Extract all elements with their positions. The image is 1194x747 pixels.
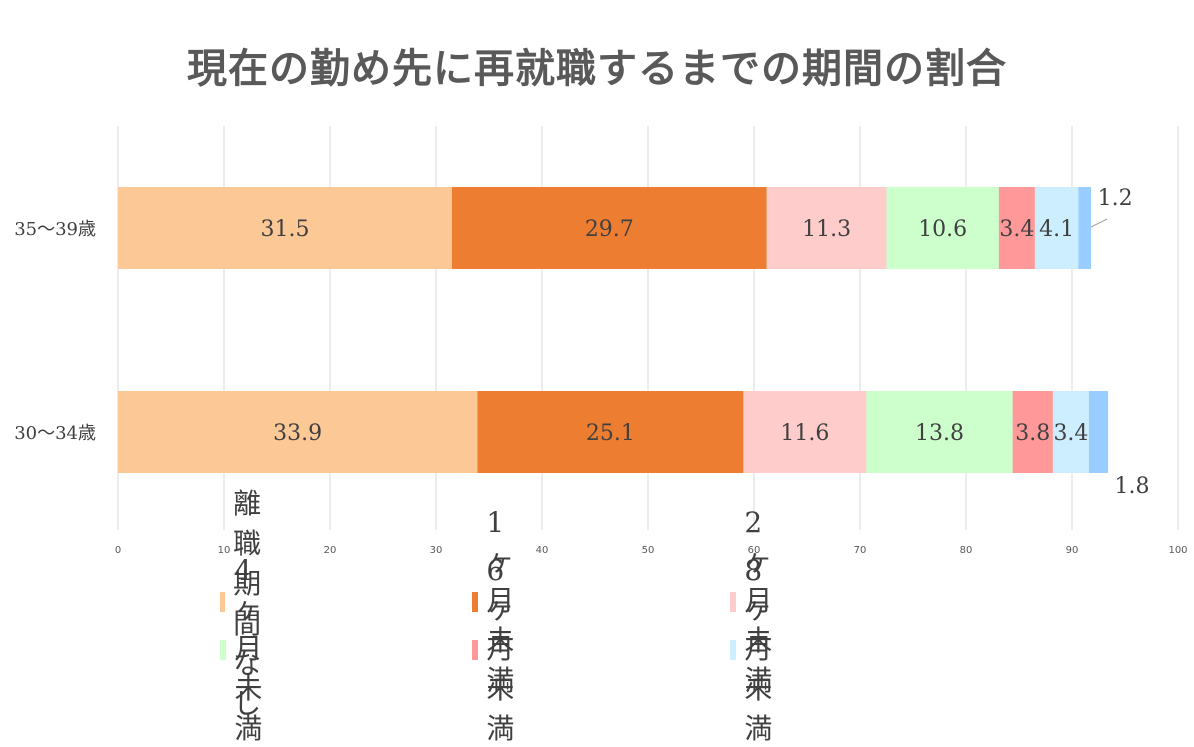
legend-item: 8ヶ月未満 bbox=[730, 554, 786, 745]
data-label: 3.4 bbox=[999, 217, 1034, 242]
bar-segment bbox=[1012, 391, 1053, 473]
legend-item: 4ヶ月未満 bbox=[220, 554, 276, 745]
data-label: 3.4 bbox=[1053, 421, 1088, 446]
data-label: 10.6 bbox=[918, 217, 967, 242]
x-tick-label: 70 bbox=[854, 545, 867, 556]
x-tick-label: 60 bbox=[748, 545, 761, 556]
legend-label: 8ヶ月未満 bbox=[744, 553, 773, 745]
category-label: 30〜34歳 bbox=[14, 423, 96, 444]
x-tick-label: 100 bbox=[1168, 545, 1187, 556]
legend-swatch bbox=[472, 592, 479, 612]
legend-item: 6ヶ月未満 bbox=[472, 554, 528, 745]
legend-label: 4ヶ月未満 bbox=[234, 553, 263, 745]
x-tick-label: 50 bbox=[642, 545, 655, 556]
chart-title: 現在の勤め先に再就職するまでの期間の割合 bbox=[187, 46, 1007, 92]
legend-swatch bbox=[220, 640, 227, 660]
legend-label: 1ヶ月未満 bbox=[486, 505, 515, 697]
bar-segment bbox=[886, 187, 999, 269]
stacked-bar-chart: 0 10 20 30 40 50 60 70 80 90 100 35〜39歳 30〜34歳 31.5 29… bbox=[14, 126, 1188, 556]
bar-segment bbox=[1052, 391, 1089, 473]
data-label: 11.6 bbox=[780, 421, 829, 446]
legend-item: 2ヶ月未満 bbox=[730, 506, 786, 697]
data-label: 33.9 bbox=[273, 421, 322, 446]
bar-segment bbox=[451, 187, 767, 269]
x-tick-label: 80 bbox=[960, 545, 973, 556]
bar-segment bbox=[998, 187, 1035, 269]
legend-label: 6ヶ月未満 bbox=[486, 553, 515, 745]
data-label: 11.3 bbox=[802, 217, 851, 242]
data-label: 29.7 bbox=[585, 217, 634, 242]
data-label: 1.8 bbox=[1115, 474, 1150, 499]
bar-segment bbox=[866, 391, 1013, 473]
bar-segment bbox=[743, 391, 867, 473]
category-label: 35〜39歳 bbox=[14, 219, 96, 240]
legend-label: 2ヶ月未満 bbox=[744, 505, 773, 697]
data-label: 1.2 bbox=[1098, 186, 1133, 211]
legend-swatch bbox=[472, 640, 479, 660]
bar-segment bbox=[1034, 187, 1079, 269]
bar-segment bbox=[766, 187, 887, 269]
legend-swatch bbox=[730, 592, 737, 612]
legend-swatch bbox=[730, 640, 737, 660]
data-label: 25.1 bbox=[586, 421, 635, 446]
data-label: 31.5 bbox=[260, 217, 309, 242]
x-tick-label: 30 bbox=[430, 545, 443, 556]
data-label: 3.8 bbox=[1015, 421, 1050, 446]
legend-swatch bbox=[220, 592, 226, 612]
x-tick-label: 90 bbox=[1066, 545, 1079, 556]
x-tick-label: 40 bbox=[536, 545, 549, 556]
data-label: 4.1 bbox=[1039, 217, 1074, 242]
x-tick-label: 10 bbox=[218, 545, 231, 556]
bar-segment bbox=[1078, 187, 1092, 269]
bar-segment bbox=[1088, 391, 1109, 473]
bar-segment bbox=[477, 391, 744, 473]
data-label: 13.8 bbox=[915, 421, 964, 446]
bar-segment bbox=[118, 187, 452, 269]
legend-item: 1ヶ月未満 bbox=[472, 506, 528, 697]
x-tick-label: 0 bbox=[115, 545, 121, 556]
bar-segment bbox=[118, 391, 478, 473]
leader-line bbox=[1090, 218, 1108, 228]
x-tick-label: 20 bbox=[324, 545, 337, 556]
